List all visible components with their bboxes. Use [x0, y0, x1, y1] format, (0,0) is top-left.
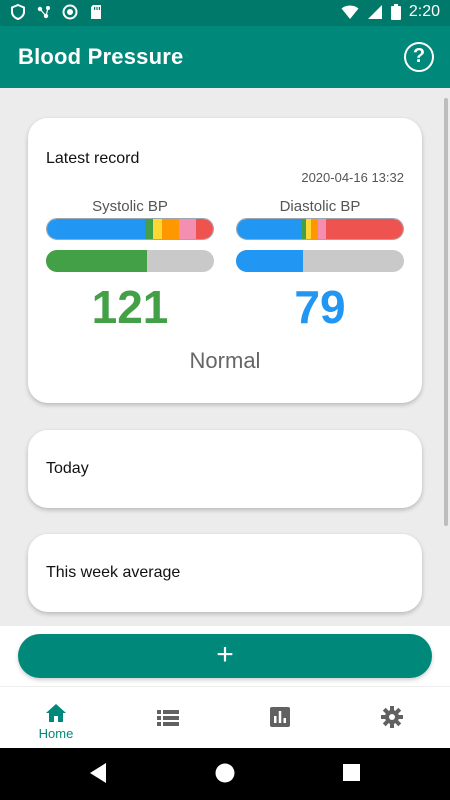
- systolic-scale-bar: [46, 218, 214, 240]
- diastolic-column: Diastolic BP 79: [236, 198, 404, 334]
- nav-list[interactable]: [112, 687, 224, 749]
- list-icon: [157, 710, 179, 726]
- latest-record-title: Latest record: [46, 150, 140, 167]
- app-bar: Blood Pressure ?: [0, 26, 450, 88]
- bottom-navigation: Home: [0, 686, 450, 748]
- app-title: Blood Pressure: [18, 44, 184, 69]
- status-bar: 2:20: [0, 0, 450, 26]
- scrollbar[interactable]: [444, 98, 448, 526]
- sd-card-icon: [91, 5, 101, 19]
- signal-icon: [367, 5, 382, 19]
- diastolic-level-bar: [236, 250, 404, 272]
- diastolic-level-fill: [236, 250, 304, 272]
- diastolic-scale-bar: [236, 218, 404, 240]
- record-icon: [62, 4, 78, 20]
- today-title: Today: [46, 460, 89, 477]
- system-navigation-bar: [0, 748, 450, 800]
- scale-segment: [145, 219, 153, 239]
- systolic-column: Systolic BP 121: [46, 198, 214, 334]
- home-circle-icon[interactable]: [215, 763, 235, 783]
- record-timestamp: 2020-04-16 13:32: [301, 170, 404, 185]
- scale-segment: [179, 219, 196, 239]
- scale-segment: [317, 219, 326, 239]
- recents-icon[interactable]: [343, 764, 360, 781]
- latest-record-card[interactable]: Latest record 2020-04-16 13:32 Systolic …: [28, 118, 422, 403]
- status-time: 2:20: [408, 3, 440, 20]
- battery-icon: [390, 4, 401, 20]
- network-dots-icon: [37, 6, 50, 19]
- systolic-value: 121: [91, 281, 169, 333]
- today-card[interactable]: Today: [28, 430, 422, 508]
- gear-icon: [381, 706, 403, 728]
- nav-home[interactable]: Home: [0, 687, 112, 749]
- nav-chart[interactable]: [224, 687, 336, 749]
- scale-segment: [306, 219, 312, 239]
- dashboard-content[interactable]: Latest record 2020-04-16 13:32 Systolic …: [0, 88, 450, 626]
- scale-segment: [162, 219, 179, 239]
- scale-segment: [153, 219, 162, 239]
- add-record-button[interactable]: +: [18, 634, 432, 678]
- bar-chart-icon: [270, 707, 290, 727]
- systolic-label: Systolic BP: [92, 198, 168, 215]
- week-average-title: This week average: [46, 564, 181, 581]
- help-icon[interactable]: ?: [404, 42, 434, 72]
- diastolic-label: Diastolic BP: [279, 198, 361, 215]
- scale-segment: [311, 219, 318, 239]
- bp-status-text: Normal: [189, 348, 261, 373]
- nav-home-label: Home: [38, 726, 74, 741]
- scale-segment: [237, 219, 303, 239]
- scale-segment: [325, 219, 403, 239]
- scale-segment: [196, 219, 213, 239]
- week-average-card[interactable]: This week average: [28, 534, 422, 612]
- wifi-icon: [341, 5, 359, 19]
- nav-settings[interactable]: [336, 687, 448, 749]
- back-icon[interactable]: [88, 762, 108, 784]
- diastolic-value: 79: [294, 281, 346, 333]
- home-icon: [46, 704, 66, 722]
- bottom-area: + Home: [0, 626, 450, 748]
- systolic-level-fill: [46, 250, 147, 272]
- scale-segment: [47, 219, 145, 239]
- shield-icon: [11, 4, 25, 20]
- systolic-level-bar: [46, 250, 214, 272]
- scale-segment: [302, 219, 307, 239]
